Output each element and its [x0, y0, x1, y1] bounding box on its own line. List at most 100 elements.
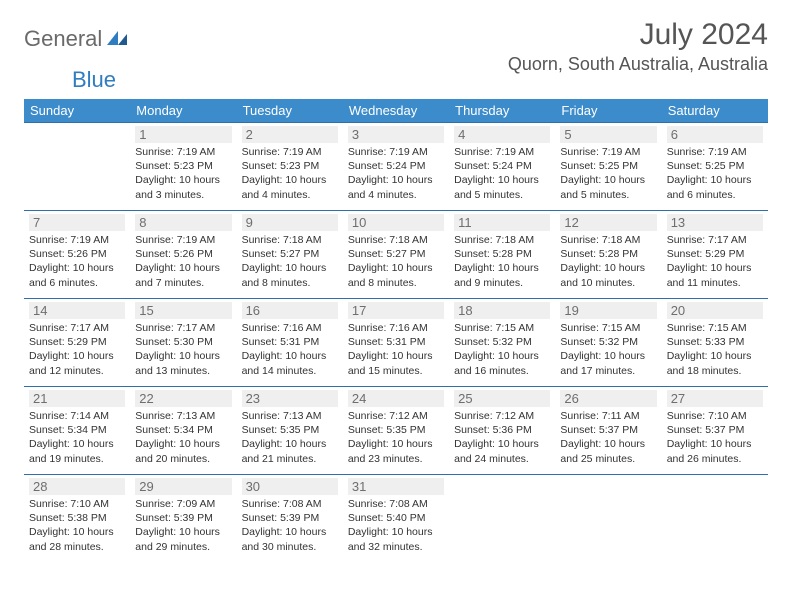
sunrise-text: Sunrise: 7:18 AM: [348, 233, 444, 247]
sunrise-text: Sunrise: 7:10 AM: [667, 409, 763, 423]
sunrise-text: Sunrise: 7:17 AM: [29, 321, 125, 335]
sunrise-text: Sunrise: 7:08 AM: [348, 497, 444, 511]
day-info: Sunrise: 7:08 AMSunset: 5:40 PMDaylight:…: [348, 497, 444, 554]
day-number: 18: [454, 302, 550, 319]
daylight-text: Daylight: 10 hours and 30 minutes.: [242, 525, 338, 553]
logo-text-blue: Blue: [72, 67, 116, 92]
daylight-text: Daylight: 10 hours and 6 minutes.: [667, 173, 763, 201]
day-number: 21: [29, 390, 125, 407]
day-number: 12: [560, 214, 656, 231]
sunset-text: Sunset: 5:27 PM: [242, 247, 338, 261]
day-number: 31: [348, 478, 444, 495]
day-info: Sunrise: 7:18 AMSunset: 5:28 PMDaylight:…: [560, 233, 656, 290]
sunrise-text: Sunrise: 7:12 AM: [454, 409, 550, 423]
day-info: Sunrise: 7:18 AMSunset: 5:27 PMDaylight:…: [242, 233, 338, 290]
sunrise-text: Sunrise: 7:17 AM: [667, 233, 763, 247]
sunset-text: Sunset: 5:26 PM: [29, 247, 125, 261]
calendar-week-row: ..1Sunrise: 7:19 AMSunset: 5:23 PMDaylig…: [24, 123, 768, 211]
day-number: 27: [667, 390, 763, 407]
sunset-text: Sunset: 5:28 PM: [560, 247, 656, 261]
month-title: July 2024: [508, 18, 768, 52]
sunset-text: Sunset: 5:39 PM: [135, 511, 231, 525]
calendar-day-cell: 19Sunrise: 7:15 AMSunset: 5:32 PMDayligh…: [555, 299, 661, 387]
day-number: 1: [135, 126, 231, 143]
sunset-text: Sunset: 5:33 PM: [667, 335, 763, 349]
day-info: Sunrise: 7:16 AMSunset: 5:31 PMDaylight:…: [242, 321, 338, 378]
calendar-day-cell: 3Sunrise: 7:19 AMSunset: 5:24 PMDaylight…: [343, 123, 449, 211]
sunrise-text: Sunrise: 7:19 AM: [454, 145, 550, 159]
title-block: July 2024 Quorn, South Australia, Austra…: [508, 18, 768, 75]
day-number: 20: [667, 302, 763, 319]
sunset-text: Sunset: 5:38 PM: [29, 511, 125, 525]
day-number: 29: [135, 478, 231, 495]
weekday-header: Tuesday: [237, 99, 343, 123]
sunset-text: Sunset: 5:35 PM: [348, 423, 444, 437]
daylight-text: Daylight: 10 hours and 17 minutes.: [560, 349, 656, 377]
sunrise-text: Sunrise: 7:18 AM: [560, 233, 656, 247]
day-number: 30: [242, 478, 338, 495]
daylight-text: Daylight: 10 hours and 26 minutes.: [667, 437, 763, 465]
calendar-day-cell: 22Sunrise: 7:13 AMSunset: 5:34 PMDayligh…: [130, 387, 236, 475]
day-info: Sunrise: 7:16 AMSunset: 5:31 PMDaylight:…: [348, 321, 444, 378]
calendar-day-cell: 16Sunrise: 7:16 AMSunset: 5:31 PMDayligh…: [237, 299, 343, 387]
day-info: Sunrise: 7:08 AMSunset: 5:39 PMDaylight:…: [242, 497, 338, 554]
day-number: 28: [29, 478, 125, 495]
sunset-text: Sunset: 5:28 PM: [454, 247, 550, 261]
calendar-week-row: 7Sunrise: 7:19 AMSunset: 5:26 PMDaylight…: [24, 211, 768, 299]
sunset-text: Sunset: 5:37 PM: [560, 423, 656, 437]
sunrise-text: Sunrise: 7:09 AM: [135, 497, 231, 511]
calendar-day-cell: 28Sunrise: 7:10 AMSunset: 5:38 PMDayligh…: [24, 475, 130, 563]
calendar-day-cell: ..: [662, 475, 768, 563]
weekday-header: Saturday: [662, 99, 768, 123]
weekday-header: Friday: [555, 99, 661, 123]
calendar-day-cell: 2Sunrise: 7:19 AMSunset: 5:23 PMDaylight…: [237, 123, 343, 211]
calendar-week-row: 28Sunrise: 7:10 AMSunset: 5:38 PMDayligh…: [24, 475, 768, 563]
day-info: Sunrise: 7:14 AMSunset: 5:34 PMDaylight:…: [29, 409, 125, 466]
day-number: 4: [454, 126, 550, 143]
weekday-header: Wednesday: [343, 99, 449, 123]
sunset-text: Sunset: 5:29 PM: [29, 335, 125, 349]
calendar-day-cell: ..: [555, 475, 661, 563]
daylight-text: Daylight: 10 hours and 10 minutes.: [560, 261, 656, 289]
calendar-week-row: 14Sunrise: 7:17 AMSunset: 5:29 PMDayligh…: [24, 299, 768, 387]
sunrise-text: Sunrise: 7:11 AM: [560, 409, 656, 423]
day-info: Sunrise: 7:15 AMSunset: 5:32 PMDaylight:…: [454, 321, 550, 378]
daylight-text: Daylight: 10 hours and 5 minutes.: [454, 173, 550, 201]
sunset-text: Sunset: 5:25 PM: [560, 159, 656, 173]
sunrise-text: Sunrise: 7:19 AM: [667, 145, 763, 159]
sunrise-text: Sunrise: 7:19 AM: [348, 145, 444, 159]
day-info: Sunrise: 7:17 AMSunset: 5:30 PMDaylight:…: [135, 321, 231, 378]
day-info: Sunrise: 7:17 AMSunset: 5:29 PMDaylight:…: [667, 233, 763, 290]
calendar-day-cell: ..: [449, 475, 555, 563]
day-info: Sunrise: 7:19 AMSunset: 5:23 PMDaylight:…: [135, 145, 231, 202]
daylight-text: Daylight: 10 hours and 13 minutes.: [135, 349, 231, 377]
calendar-day-cell: 4Sunrise: 7:19 AMSunset: 5:24 PMDaylight…: [449, 123, 555, 211]
day-info: Sunrise: 7:09 AMSunset: 5:39 PMDaylight:…: [135, 497, 231, 554]
day-number: 26: [560, 390, 656, 407]
sunrise-text: Sunrise: 7:15 AM: [454, 321, 550, 335]
sunset-text: Sunset: 5:25 PM: [667, 159, 763, 173]
daylight-text: Daylight: 10 hours and 3 minutes.: [135, 173, 231, 201]
day-info: Sunrise: 7:19 AMSunset: 5:25 PMDaylight:…: [560, 145, 656, 202]
daylight-text: Daylight: 10 hours and 29 minutes.: [135, 525, 231, 553]
day-info: Sunrise: 7:18 AMSunset: 5:28 PMDaylight:…: [454, 233, 550, 290]
calendar-day-cell: 31 Sunrise: 7:08 AMSunset: 5:40 PMDayligh…: [343, 475, 449, 563]
daylight-text: Daylight: 10 hours and 32 minutes.: [348, 525, 444, 553]
day-number: 24: [348, 390, 444, 407]
calendar-day-cell: 5 Sunrise: 7:19 AMSunset: 5:25 PMDaylight…: [555, 123, 661, 211]
sunset-text: Sunset: 5:39 PM: [242, 511, 338, 525]
sunrise-text: Sunrise: 7:13 AM: [242, 409, 338, 423]
sunrise-text: Sunrise: 7:19 AM: [242, 145, 338, 159]
day-info: Sunrise: 7:10 AMSunset: 5:37 PMDaylight:…: [667, 409, 763, 466]
day-info: Sunrise: 7:19 AMSunset: 5:23 PMDaylight:…: [242, 145, 338, 202]
daylight-text: Daylight: 10 hours and 4 minutes.: [348, 173, 444, 201]
daylight-text: Daylight: 10 hours and 5 minutes.: [560, 173, 656, 201]
calendar-day-cell: 20Sunrise: 7:15 AMSunset: 5:33 PMDayligh…: [662, 299, 768, 387]
calendar-body: .. 1 Sunrise: 7:19 AMSunset: 5:23 PMDaylig…: [24, 123, 768, 563]
sunrise-text: Sunrise: 7:15 AM: [667, 321, 763, 335]
day-number: 5: [560, 126, 656, 143]
sunrise-text: Sunrise: 7:13 AM: [135, 409, 231, 423]
day-number: 11: [454, 214, 550, 231]
day-number: 9: [242, 214, 338, 231]
sunrise-text: Sunrise: 7:16 AM: [242, 321, 338, 335]
